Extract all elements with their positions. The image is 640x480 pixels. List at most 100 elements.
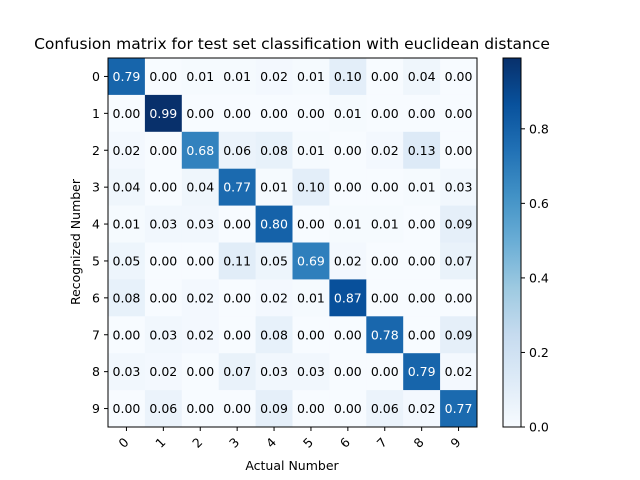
y-tick-label: 6 <box>92 290 100 305</box>
heatmap-cell <box>108 390 146 428</box>
cell-value-label: 0.02 <box>113 143 141 158</box>
cell-value-label: 0.00 <box>334 364 362 379</box>
cell-value-label: 0.00 <box>371 253 399 268</box>
heatmap-cell <box>108 279 146 317</box>
heatmap-cell <box>366 279 404 317</box>
heatmap-cell <box>403 353 441 391</box>
heatmap-cell <box>108 168 146 206</box>
cell-value-label: 0.00 <box>408 290 436 305</box>
heatmap-cell <box>403 390 441 428</box>
heatmap-cell <box>366 58 404 96</box>
heatmap-cell <box>181 390 219 428</box>
heatmap-cells: 0.79 0.00 0.01 0.01 0.02 0.01 0.10 0.00 0.04 0.00… <box>108 58 478 428</box>
cell-value-label: 0.00 <box>408 106 436 121</box>
cell-value-label: 0.00 <box>149 253 177 268</box>
cell-value-label: 0.00 <box>223 327 251 342</box>
heatmap-cell <box>366 94 404 133</box>
cell-value-label: 0.02 <box>186 327 214 342</box>
cell-value-label: 0.01 <box>297 290 325 305</box>
cell-value-label: 0.03 <box>149 327 177 342</box>
heatmap-cell <box>329 279 367 317</box>
cell-value-label: 0.02 <box>408 401 436 416</box>
heatmap-cell <box>218 131 256 169</box>
cell-value-label: 0.68 <box>186 143 214 158</box>
cell-value-label: 0.78 <box>371 327 399 342</box>
cell-value-label: 0.01 <box>408 180 436 195</box>
cell-value-label: 0.10 <box>334 69 362 84</box>
heatmap-cell <box>218 316 256 354</box>
cell-value-label: 0.10 <box>297 180 325 195</box>
heatmap-cell <box>108 58 146 96</box>
heatmap-cell <box>181 94 219 133</box>
heatmap-cell <box>403 316 441 354</box>
heatmap-cell <box>218 279 256 317</box>
y-tick-label: 1 <box>92 106 100 121</box>
cell-value-label: 0.00 <box>186 253 214 268</box>
heatmap-cell <box>403 242 441 280</box>
heatmap-cell <box>292 168 330 206</box>
heatmap-cell <box>144 279 183 317</box>
cell-value-label: 0.00 <box>371 106 399 121</box>
cell-value-label: 0.02 <box>445 364 473 379</box>
heatmap-cell <box>144 316 183 354</box>
heatmap-cell <box>292 58 330 96</box>
y-axis-ticks: 0 1 2 3 4 5 6 7 8 9 <box>92 69 108 416</box>
heatmap-cell <box>329 131 367 169</box>
cell-value-label: 0.01 <box>223 69 251 84</box>
x-tick-label: 5 <box>300 435 316 451</box>
heatmap-cell <box>144 205 183 243</box>
y-tick-label: 4 <box>92 217 100 232</box>
cell-value-label: 0.06 <box>223 143 251 158</box>
heatmap-cell <box>181 131 219 169</box>
heatmap-cell <box>329 205 367 243</box>
x-tick-label: 2 <box>189 435 205 451</box>
cell-value-label: 0.03 <box>186 217 214 232</box>
heatmap-cell <box>108 131 146 169</box>
heatmap-cell <box>292 94 330 133</box>
heatmap-cell <box>218 94 256 133</box>
heatmap-cell <box>218 353 256 391</box>
heatmap-cell <box>366 353 404 391</box>
cell-value-label: 0.02 <box>149 364 177 379</box>
heatmap-cell <box>329 168 367 206</box>
heatmap-cell <box>403 279 441 317</box>
cell-value-label: 0.00 <box>113 401 141 416</box>
cell-value-label: 0.09 <box>260 401 288 416</box>
heatmap-cell <box>292 390 330 428</box>
x-tick-label: 3 <box>226 435 242 451</box>
cell-value-label: 0.06 <box>149 401 177 416</box>
heatmap-cell <box>403 168 441 206</box>
heatmap-cell <box>440 390 478 428</box>
heatmap-cell <box>366 316 404 354</box>
cell-value-label: 0.05 <box>260 253 288 268</box>
heatmap-cell <box>329 316 367 354</box>
x-tick-label: 7 <box>374 435 390 451</box>
cell-value-label: 0.04 <box>186 180 214 195</box>
cell-value-label: 0.03 <box>113 364 141 379</box>
heatmap-cell <box>255 131 293 169</box>
heatmap-cell <box>440 168 478 206</box>
y-axis-label: Recognized Number <box>68 178 83 305</box>
cell-value-label: 0.87 <box>334 290 362 305</box>
heatmap-cell <box>144 131 183 169</box>
cell-value-label: 0.06 <box>371 401 399 416</box>
cell-value-label: 0.09 <box>445 327 473 342</box>
heatmap-cell <box>255 168 293 206</box>
heatmap-cell <box>440 205 478 243</box>
heatmap-cell <box>144 242 183 280</box>
x-axis-ticks: 0 1 2 3 4 5 6 7 8 9 <box>115 427 464 451</box>
cell-value-label: 0.00 <box>445 69 473 84</box>
colorbar-tick-label: 0.6 <box>529 196 549 211</box>
heatmap-cell <box>181 316 219 354</box>
cell-value-label: 0.02 <box>371 143 399 158</box>
cell-value-label: 0.08 <box>113 290 141 305</box>
heatmap-cell <box>329 242 367 280</box>
cell-value-label: 0.00 <box>223 290 251 305</box>
cell-value-label: 0.07 <box>223 364 251 379</box>
heatmap-cell <box>329 390 367 428</box>
heatmap-cell <box>144 390 183 428</box>
heatmap-cell <box>292 316 330 354</box>
cell-value-label: 0.01 <box>371 217 399 232</box>
cell-value-label: 0.79 <box>408 364 436 379</box>
y-tick-label: 5 <box>92 253 100 268</box>
